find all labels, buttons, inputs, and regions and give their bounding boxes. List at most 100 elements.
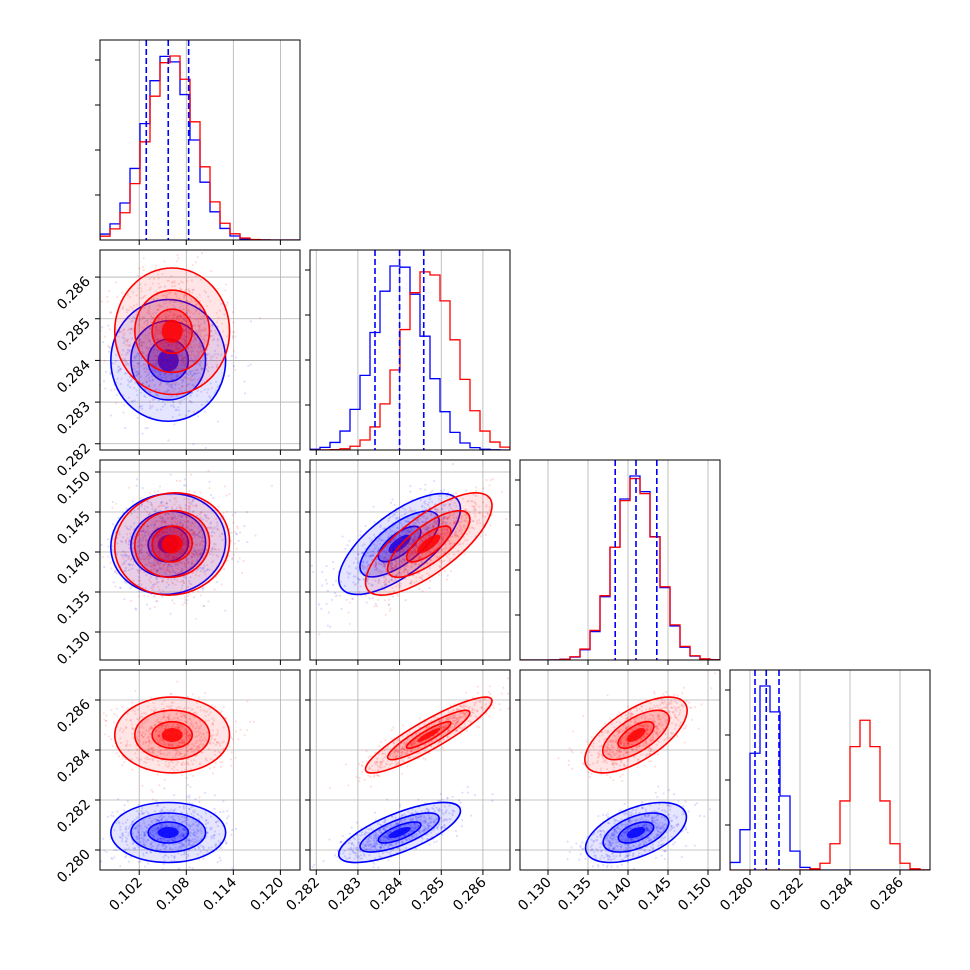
scatter-point — [473, 505, 476, 508]
scatter-point — [166, 388, 170, 391]
scatter-point — [374, 602, 377, 606]
scatter-point — [140, 547, 143, 550]
scatter-point — [181, 361, 184, 364]
scatter-point — [441, 519, 444, 523]
scatter-point — [162, 356, 166, 359]
scatter-point — [94, 836, 96, 838]
scatter-point — [209, 826, 212, 830]
scatter-point — [155, 388, 158, 391]
scatter-point — [136, 365, 139, 368]
scatter-point — [193, 331, 196, 335]
scatter-point — [122, 411, 125, 414]
scatter-point — [452, 521, 455, 524]
scatter-point — [146, 552, 149, 555]
scatter-point — [396, 554, 399, 557]
scatter-point — [442, 539, 445, 543]
scatter-point — [383, 563, 386, 566]
scatter-point — [128, 528, 132, 531]
scatter-point — [140, 505, 143, 508]
scatter-point — [205, 514, 208, 517]
scatter-point — [138, 339, 141, 342]
scatter-point — [196, 534, 199, 537]
scatter-point — [165, 553, 168, 556]
scatter-point — [172, 815, 175, 818]
scatter-point — [199, 594, 203, 597]
scatter-point — [403, 513, 406, 516]
scatter-point — [363, 554, 367, 557]
scatter-point — [154, 564, 157, 567]
scatter-point — [368, 555, 371, 558]
scatter-point — [209, 534, 212, 538]
scatter-point — [361, 565, 364, 568]
scatter-point — [343, 584, 347, 588]
scatter-point — [354, 582, 357, 586]
scatter-point — [407, 530, 410, 533]
scatter-point — [442, 518, 445, 521]
scatter-point — [151, 397, 154, 400]
scatter-point — [369, 550, 372, 553]
scatter-point — [433, 548, 436, 552]
scatter-point — [152, 312, 155, 315]
scatter-point — [188, 291, 191, 295]
scatter-point — [434, 530, 437, 533]
scatter-point — [160, 501, 163, 504]
scatter-point — [191, 571, 195, 574]
scatter-point — [225, 841, 228, 844]
scatter-point — [123, 332, 127, 335]
scatter-point — [185, 349, 188, 352]
scatter-point — [465, 520, 468, 523]
scatter-point — [180, 535, 183, 538]
scatter-point — [149, 607, 152, 610]
scatter-point — [436, 532, 439, 535]
scatter-point — [165, 555, 168, 558]
scatter-point — [374, 563, 378, 567]
scatter-point — [390, 566, 393, 569]
scatter-point — [198, 554, 201, 558]
scatter-point — [393, 538, 396, 541]
scatter-point — [231, 558, 234, 561]
scatter-point — [435, 513, 438, 516]
scatter-point — [177, 851, 180, 855]
scatter-point — [195, 553, 198, 556]
scatter-point — [144, 865, 147, 868]
scatter-point — [144, 531, 148, 534]
scatter-point — [401, 560, 404, 563]
scatter-point — [199, 491, 202, 494]
scatter-point — [153, 509, 156, 513]
scatter-point — [430, 513, 433, 516]
scatter-point — [215, 554, 218, 557]
scatter-point — [348, 601, 352, 604]
scatter-point — [95, 827, 97, 829]
scatter-point — [419, 576, 423, 579]
scatter-point — [193, 830, 197, 834]
scatter-point — [115, 393, 118, 397]
scatter-point — [109, 311, 112, 314]
scatter-point — [220, 583, 223, 586]
scatter-point — [403, 558, 406, 561]
scatter-point — [181, 523, 185, 526]
scatter-point — [161, 589, 165, 592]
scatter-point — [396, 563, 399, 566]
scatter-point — [444, 521, 447, 524]
scatter-point — [377, 548, 380, 551]
scatter-point — [179, 836, 182, 839]
scatter-point — [405, 543, 408, 546]
scatter-point — [195, 832, 198, 835]
scatter-point — [130, 378, 134, 381]
scatter-point — [352, 575, 356, 578]
scatter-point — [183, 595, 186, 598]
scatter-point — [151, 564, 154, 567]
scatter-point — [232, 349, 236, 352]
scatter-point — [465, 509, 468, 512]
scatter-point — [123, 357, 126, 361]
scatter-point — [148, 578, 151, 581]
scatter-point — [155, 376, 158, 379]
scatter-point — [184, 533, 187, 536]
scatter-point — [219, 859, 222, 862]
scatter-point — [404, 529, 407, 532]
scatter-point — [156, 568, 159, 572]
scatter-point — [189, 371, 192, 374]
scatter-point — [230, 531, 233, 534]
scatter-point — [189, 343, 192, 346]
scatter-point — [169, 391, 172, 395]
